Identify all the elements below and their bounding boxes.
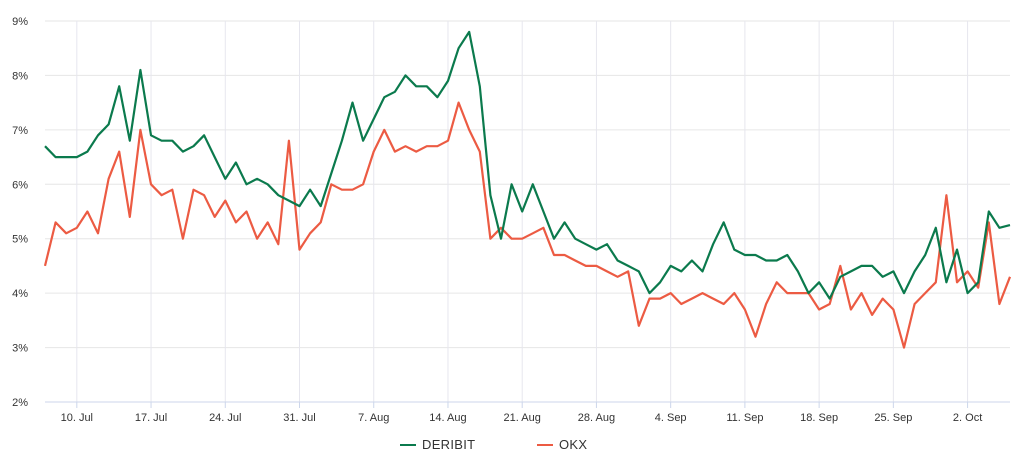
- x-tick-label: 21. Aug: [504, 412, 541, 424]
- y-tick-label: 2%: [12, 397, 28, 409]
- x-tick-label: 7. Aug: [358, 412, 389, 424]
- x-tick-label: 10. Jul: [61, 412, 93, 424]
- y-tick-label: 4%: [12, 288, 28, 300]
- line-chart: 2% 3% 4% 5% 6% 7% 8% 9% 10. Jul 17. Jul 24. Jul 31…: [12, 16, 1012, 424]
- series-line-deribit: [44, 30, 1011, 300]
- x-tick-label: 25. Sep: [874, 412, 912, 424]
- y-tick-label: 8%: [12, 70, 28, 82]
- y-tick-label: 3%: [12, 343, 28, 355]
- legend: DERIBIT OKX: [0, 437, 1024, 457]
- x-tick-label: 28. Aug: [578, 412, 615, 424]
- y-axis: 2% 3% 4% 5% 6% 7% 8% 9%: [12, 16, 28, 409]
- series-lines: [43, 30, 1012, 349]
- x-tick-label: 31. Jul: [283, 412, 315, 424]
- legend-swatch-deribit: [400, 443, 416, 446]
- y-tick-label: 9%: [12, 16, 28, 28]
- x-axis: 10. Jul 17. Jul 24. Jul 31. Jul 7. Aug 14. Au…: [45, 401, 1010, 424]
- x-tick-label: 14. Aug: [429, 412, 466, 424]
- legend-item-deribit[interactable]: DERIBIT: [400, 437, 475, 452]
- legend-label-okx: OKX: [559, 437, 588, 452]
- x-tick-label: 17. Jul: [135, 412, 167, 424]
- legend-item-okx[interactable]: OKX: [537, 437, 587, 452]
- legend-swatch-okx: [537, 443, 553, 446]
- x-tick-label: 11. Sep: [726, 412, 763, 424]
- x-tick-label: 4. Sep: [655, 412, 687, 424]
- series-line-okx: [43, 101, 1012, 349]
- legend-label-deribit: DERIBIT: [422, 437, 476, 452]
- y-tick-label: 5%: [12, 234, 28, 246]
- x-tick-label: 24. Jul: [209, 412, 241, 424]
- y-tick-label: 7%: [12, 125, 28, 137]
- x-tick-label: 2. Oct: [953, 412, 982, 424]
- y-tick-label: 6%: [12, 179, 28, 191]
- x-tick-label: 18. Sep: [800, 412, 838, 424]
